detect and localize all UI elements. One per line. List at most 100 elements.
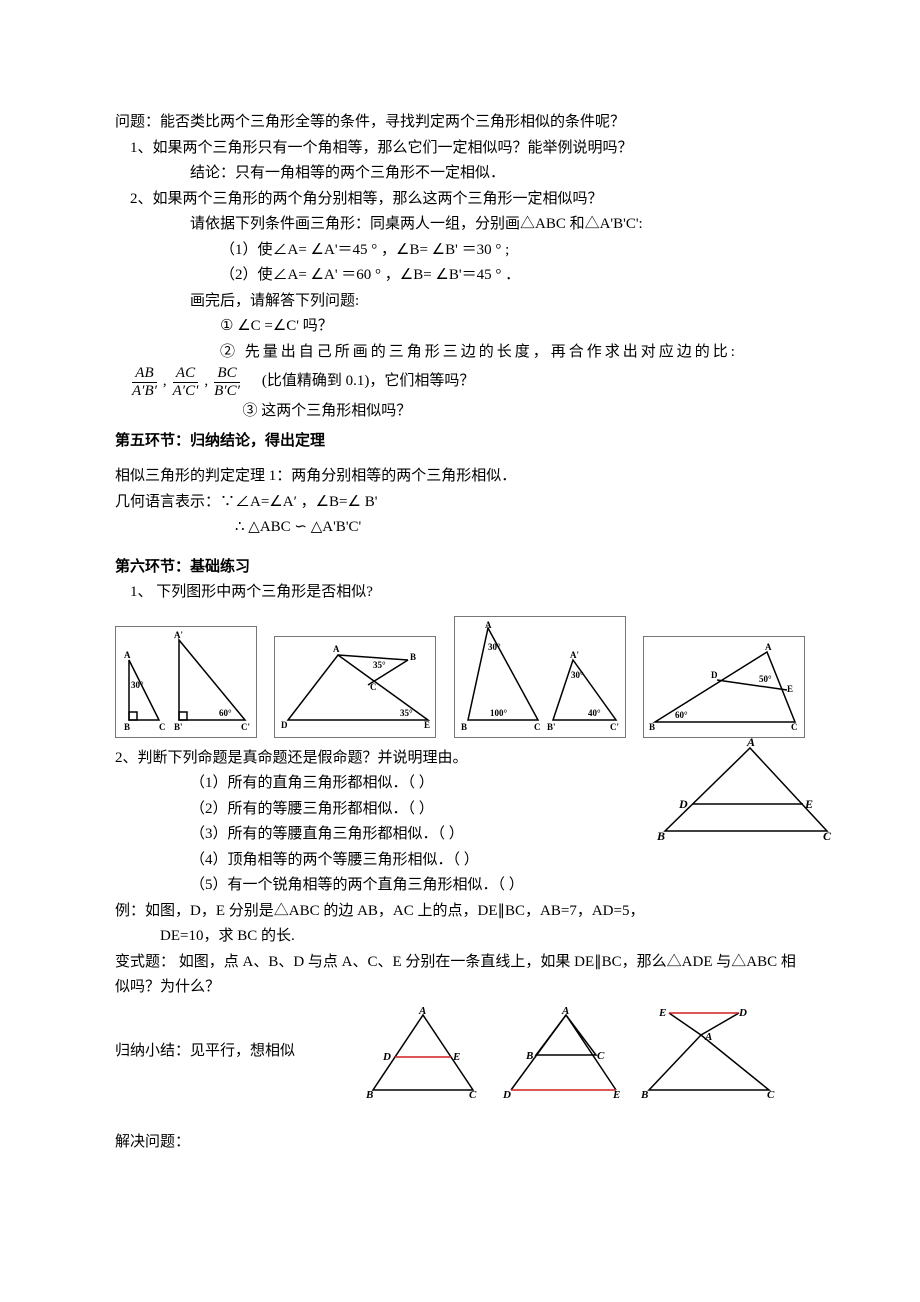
svg-text:D: D [738, 1007, 747, 1019]
figure-1: A B C 30° A' B' C' 60° [115, 626, 257, 738]
comma-1: , [159, 369, 171, 395]
sec6-q1: 1、 下列图形中两个三角形是否相似? [115, 580, 805, 606]
figure-3: A B C 30° 100° A' B' C' 30° 40° [454, 616, 626, 738]
intro-p2-q2: ② 先量出自己所画的三角形三边的长度，再合作求出对应边的比: [115, 340, 805, 366]
example-fig-2: A B C D E [501, 1005, 621, 1100]
example-line1: 例：如图，D，E 分别是△ABC 的边 AB，AC 上的点，DE∥BC，AB=7… [115, 899, 805, 925]
svg-text:C: C [159, 722, 166, 732]
sec5-line3: ∴ △ABC ∽ △A'B'C' [115, 515, 805, 541]
svg-text:A': A' [570, 650, 579, 660]
svg-text:A: A [704, 1031, 712, 1043]
svg-text:A': A' [174, 630, 183, 640]
svg-text:E: E [787, 684, 793, 694]
svg-text:C: C [823, 829, 832, 843]
q2-item-4: （4）顶角相等的两个等腰三角形相似．（ ） [115, 848, 805, 874]
svg-text:B: B [365, 1089, 373, 1100]
intro-p2-cond1: （1）使∠A= ∠A'＝45 ° ，∠B= ∠B' ＝30 ° ; [115, 238, 805, 264]
svg-text:B: B [640, 1089, 648, 1100]
svg-text:30°: 30° [131, 680, 144, 690]
svg-text:A: A [485, 620, 492, 630]
svg-text:E: E [804, 797, 813, 811]
svg-text:D: D [382, 1051, 391, 1063]
svg-text:E: E [612, 1089, 620, 1100]
svg-text:D: D [502, 1089, 511, 1100]
svg-text:E: E [658, 1007, 666, 1019]
q2-figure: A B C D E [655, 736, 835, 846]
svg-text:C: C [534, 722, 541, 732]
svg-text:B: B [410, 652, 416, 662]
intro-p2-q3: ③ 这两个三角形相似吗？ [115, 399, 805, 425]
svg-text:A: A [418, 1005, 426, 1017]
ratio-frac-3: BC B′C′ [214, 365, 240, 399]
ratio-frac-2: AC A′C′ [173, 365, 199, 399]
svg-text:D: D [711, 670, 718, 680]
figure-row-1: A B C 30° A' B' C' 60° A B C D E 35° 35° [115, 616, 805, 738]
figure-4: A B C D E 50° 60° [643, 636, 805, 738]
sec5-line1: 相似三角形的判定定理 1：两角分别相等的两个三角形相似． [115, 464, 805, 490]
svg-text:100°: 100° [490, 708, 508, 718]
svg-text:B: B [461, 722, 467, 732]
svg-text:A: A [561, 1005, 569, 1017]
intro-p2-q1: ① ∠C =∠C' 吗？ [115, 314, 805, 340]
svg-text:B: B [656, 829, 665, 843]
ratio-row: AB A′B′ , AC A′C′ , BC B′C′ (比值精确到 0.1)，… [115, 365, 805, 399]
svg-text:B: B [525, 1050, 533, 1062]
svg-text:35°: 35° [373, 660, 386, 670]
intro-p2-cond2: （2）使∠A= ∠A' ＝60 ° ，∠B= ∠B'＝45 ° ． [115, 263, 805, 289]
sec6-heading: 第六环节：基础练习 [115, 555, 805, 581]
solve-heading: 解决问题： [115, 1130, 805, 1156]
svg-text:C: C [767, 1089, 775, 1100]
svg-text:A: A [765, 642, 772, 652]
example-summary: 归纳小结：见平行，想相似 [115, 1039, 345, 1065]
example-variation: 变式题： 如图，点 A、B、D 与点 A、C、E 分别在一条直线上，如果 DE∥… [115, 950, 805, 1001]
intro-p2-after: 画完后，请解答下列问题: [115, 289, 805, 315]
ratio1-num: AB [135, 365, 153, 382]
intro-p1-conclusion: 结论：只有一角相等的两个三角形不一定相似． [115, 161, 805, 187]
ratio2-den: A′C′ [173, 382, 199, 400]
svg-text:D: D [678, 797, 688, 811]
sec5-heading: 第五环节：归纳结论，得出定理 [115, 429, 805, 455]
page-root: 问题：能否类比两个三角形全等的条件，寻找判定两个三角形相似的条件呢？ 1、如果两… [0, 0, 920, 1302]
svg-text:B': B' [174, 722, 183, 732]
svg-text:D: D [281, 720, 288, 730]
svg-text:B: B [649, 722, 655, 732]
figure-2: A B C D E 35° 35° [274, 636, 436, 738]
ratio3-den: B′C′ [214, 382, 240, 400]
intro-p2-instruction: 请依据下列条件画三角形：同桌两人一组，分别画△ABC 和△A'B'C': [115, 212, 805, 238]
svg-text:C: C [597, 1050, 605, 1062]
intro-p2-title: 2、如果两个三角形的两个角分别相等，那么这两个三角形一定相似吗？ [115, 187, 805, 213]
example-fig-1: A B C D E [363, 1005, 483, 1100]
ratio2-num: AC [176, 365, 195, 382]
example-line2: DE=10，求 BC 的长. [115, 924, 805, 950]
q2-item-5: （5）有一个锐角相等的两个直角三角形相似．（ ） [115, 873, 805, 899]
svg-text:C': C' [241, 722, 250, 732]
q2-block: 2、判断下列命题是真命题还是假命题？并说明理由。 （1）所有的直角三角形都相似．… [115, 746, 805, 899]
svg-text:E: E [452, 1051, 460, 1063]
svg-text:60°: 60° [219, 708, 232, 718]
svg-text:A: A [746, 736, 755, 749]
intro-question: 问题：能否类比两个三角形全等的条件，寻找判定两个三角形相似的条件呢？ [115, 110, 805, 136]
sec5-line2: 几何语言表示：∵∠A=∠A′ ，∠B=∠ B' [115, 490, 805, 516]
svg-text:60°: 60° [675, 710, 688, 720]
svg-text:B: B [124, 722, 130, 732]
ratio3-num: BC [217, 365, 236, 382]
svg-text:E: E [424, 720, 430, 730]
svg-text:35°: 35° [400, 708, 413, 718]
example-figure-row: 归纳小结：见平行，想相似 A B C D E A B C D E [115, 1005, 805, 1100]
svg-text:C: C [469, 1089, 477, 1100]
svg-text:A: A [124, 650, 131, 660]
svg-text:30°: 30° [571, 670, 584, 680]
intro-p1-title: 1、如果两个三角形只有一个角相等，那么它们一定相似吗？能举例说明吗？ [115, 136, 805, 162]
comma-2: , [200, 369, 212, 395]
example-fig-3: A B C D E [639, 1005, 779, 1100]
svg-text:B': B' [547, 722, 556, 732]
ratio-frac-1: AB A′B′ [132, 365, 157, 399]
svg-text:C: C [370, 682, 377, 692]
svg-text:A: A [333, 644, 340, 654]
ratio-tail: (比值精确到 0.1)，它们相等吗？ [242, 369, 475, 395]
svg-text:C: C [791, 722, 798, 732]
svg-text:C': C' [610, 722, 619, 732]
svg-text:30°: 30° [488, 642, 501, 652]
svg-text:40°: 40° [588, 708, 601, 718]
svg-text:50°: 50° [759, 674, 772, 684]
